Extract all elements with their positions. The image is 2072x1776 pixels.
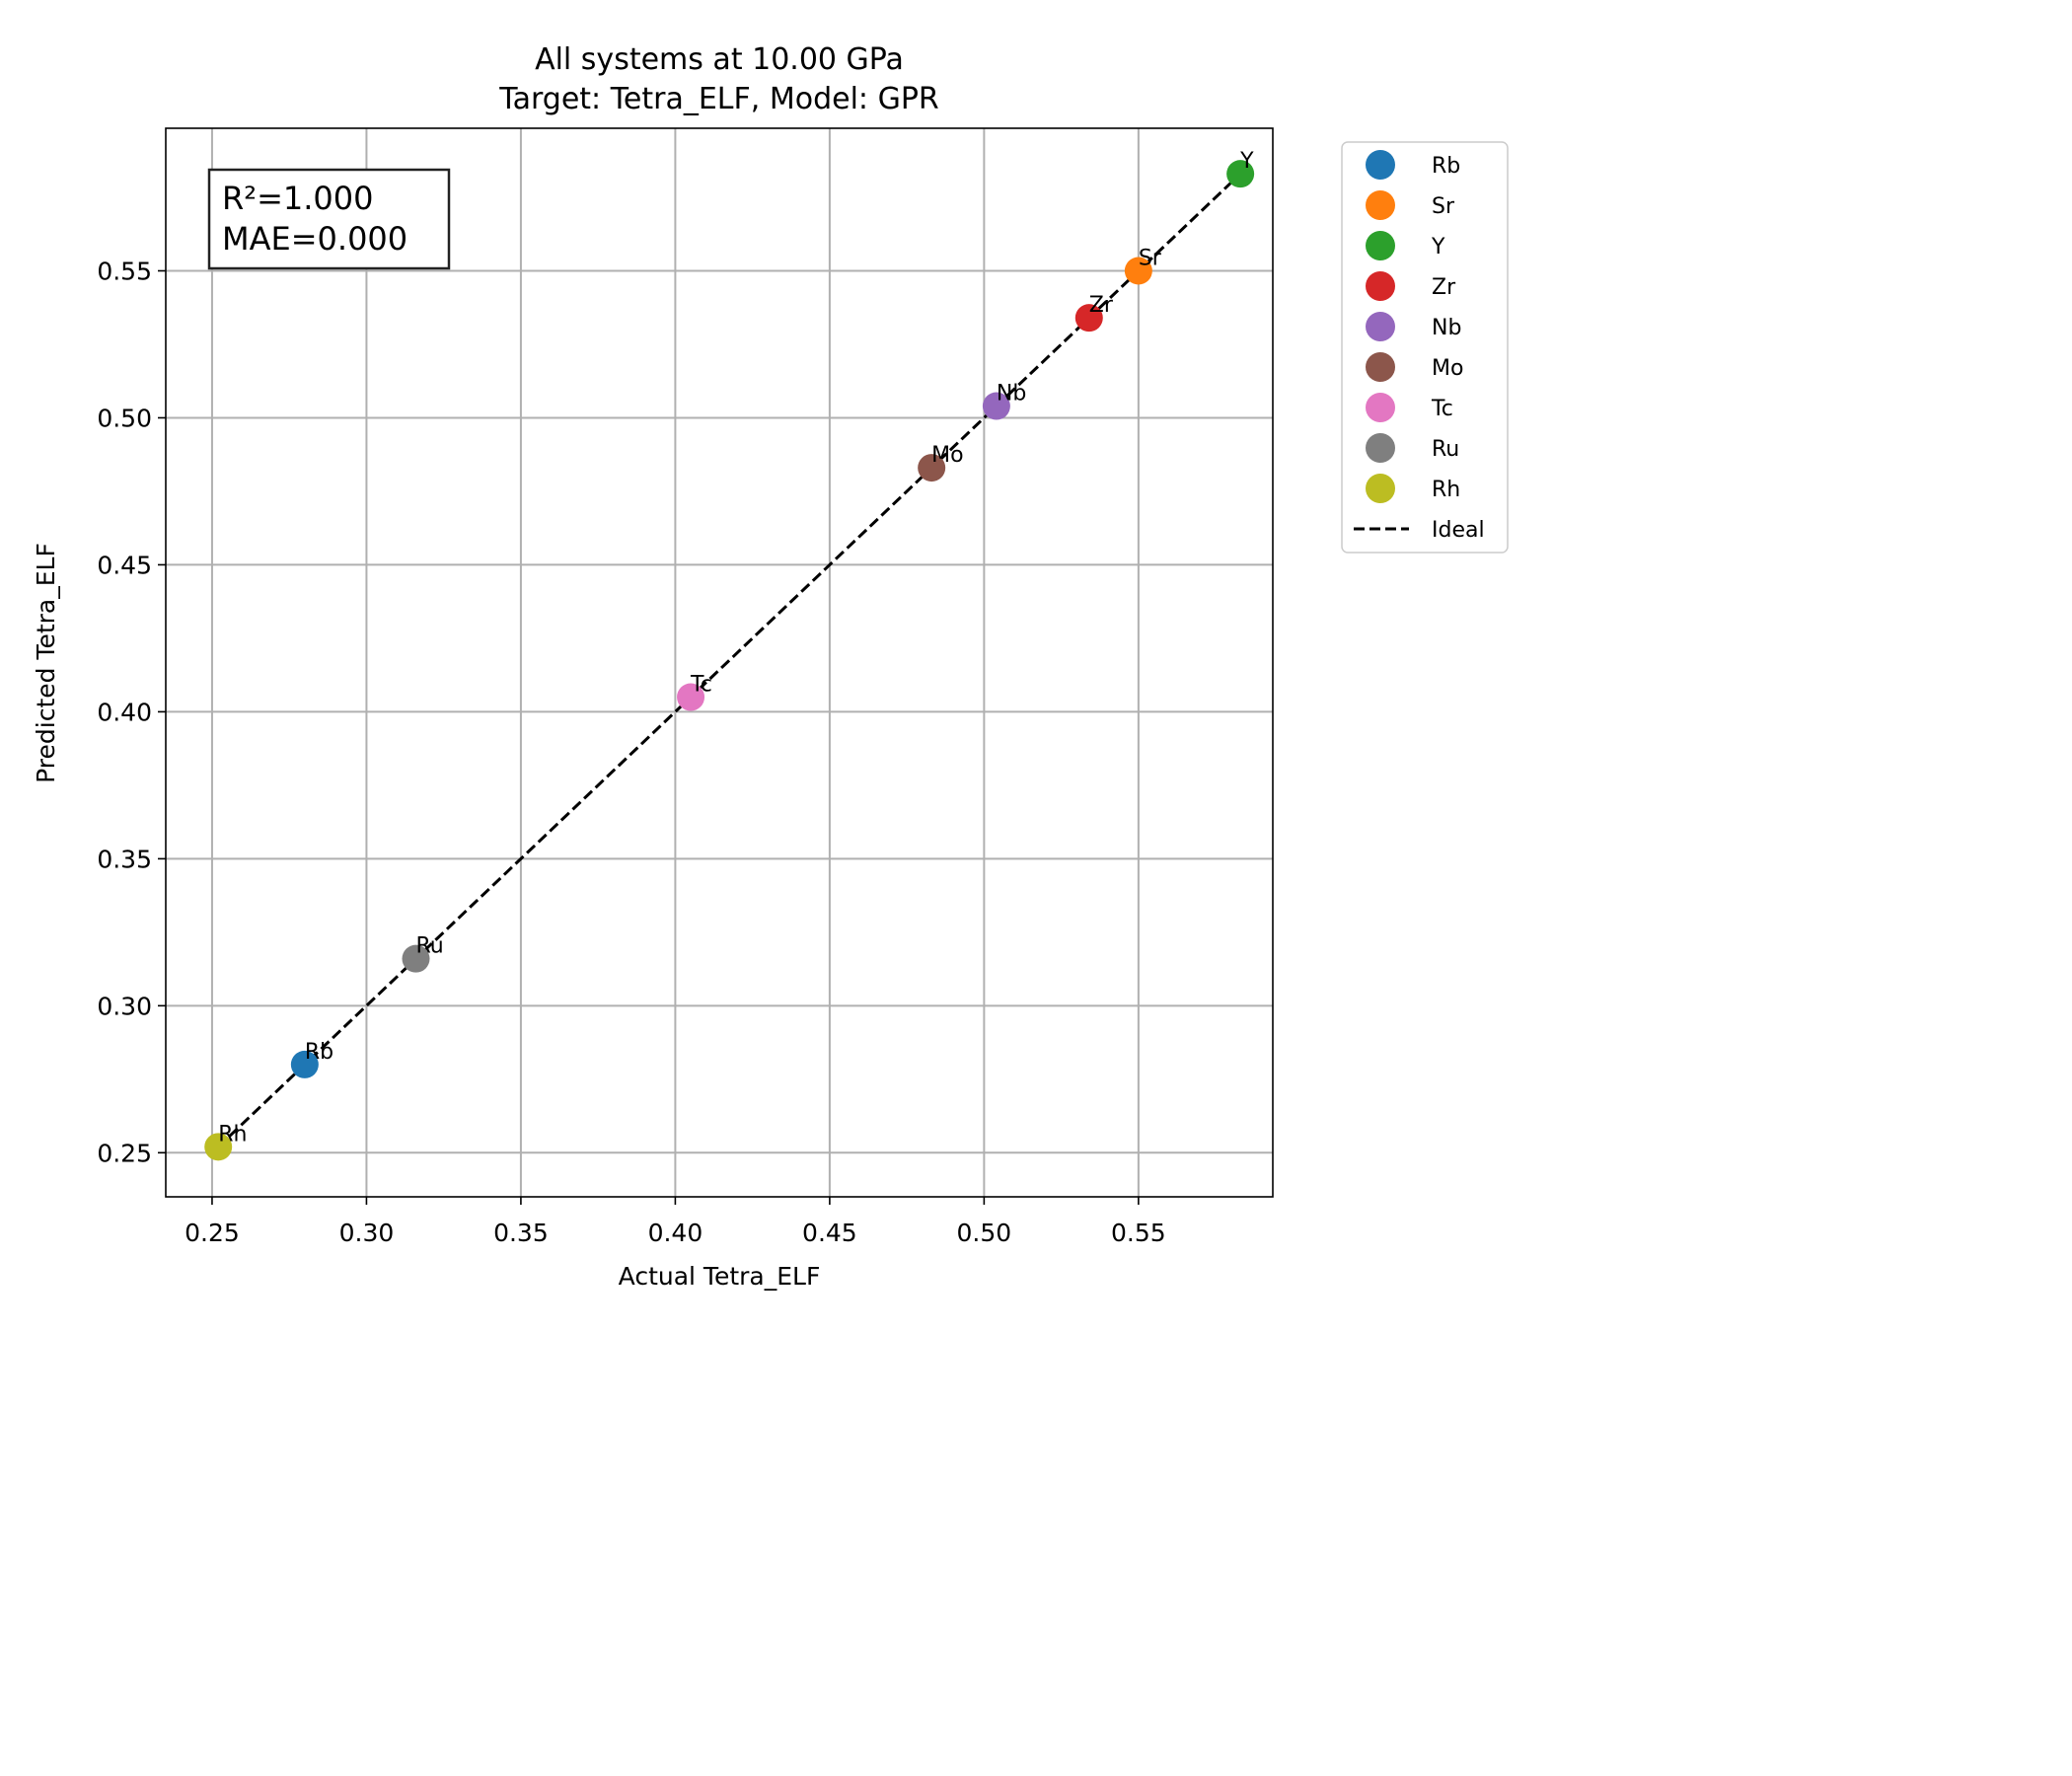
y-tick-label: 0.40 xyxy=(97,698,152,726)
y-tick-label: 0.55 xyxy=(97,257,152,285)
x-tick-label: 0.45 xyxy=(802,1219,857,1247)
x-tick-label: 0.40 xyxy=(648,1219,703,1247)
y-tick-label: 0.50 xyxy=(97,404,152,432)
x-axis-ticks: 0.25 0.30 0.35 0.40 0.45 0.50 0.55 xyxy=(185,1197,1166,1247)
ideal-line xyxy=(217,173,1242,1148)
legend-marker-zr xyxy=(1366,271,1395,301)
data-point-tc xyxy=(677,683,705,711)
point-label-mo: Mo xyxy=(931,443,963,468)
point-label-y: Y xyxy=(1239,149,1254,174)
legend-label-nb: Nb xyxy=(1432,316,1461,340)
x-tick-label: 0.25 xyxy=(185,1219,240,1247)
point-label-sr: Sr xyxy=(1139,246,1162,270)
plot-frame xyxy=(165,127,1274,1198)
x-tick-label: 0.30 xyxy=(339,1219,395,1247)
point-label-tc: Tc xyxy=(690,673,712,698)
y-tick-label: 0.30 xyxy=(97,992,152,1020)
x-tick-label: 0.55 xyxy=(1111,1219,1166,1247)
mae-text: MAE=0.000 xyxy=(222,220,407,258)
data-point-zr xyxy=(1074,304,1103,333)
data-point-y xyxy=(1226,160,1255,188)
legend-label-y: Y xyxy=(1431,235,1445,259)
legend: Rb Sr Y Zr Nb Mo Tc Ru Rh Ideal xyxy=(1341,141,1509,554)
legend-label-sr: Sr xyxy=(1432,194,1455,219)
y-axis-label: Predicted Tetra_ELF xyxy=(32,543,60,783)
chart-title: All systems at 10.00 GPa xyxy=(535,42,904,77)
legend-marker-rb xyxy=(1366,150,1395,180)
point-label-zr: Zr xyxy=(1089,293,1114,318)
point-label-rh: Rh xyxy=(218,1122,247,1147)
stats-box-frame xyxy=(207,168,451,270)
y-tick-label: 0.35 xyxy=(97,845,152,873)
legend-marker-nb xyxy=(1366,312,1395,341)
y-tick-label: 0.25 xyxy=(97,1139,152,1167)
legend-label-ideal: Ideal xyxy=(1432,518,1485,543)
data-point-nb xyxy=(982,392,1010,420)
legend-marker-ru xyxy=(1366,433,1395,463)
grid xyxy=(166,128,1273,1197)
point-label-rb: Rb xyxy=(305,1040,333,1065)
x-tick-label: 0.35 xyxy=(493,1219,549,1247)
legend-marker-sr xyxy=(1366,190,1395,220)
r2-text: R²=1.000 xyxy=(222,180,373,217)
legend-label-rh: Rh xyxy=(1432,478,1460,502)
stats-box: R²=1.000 MAE=0.000 xyxy=(207,168,451,270)
data-point-sr xyxy=(1124,257,1152,285)
legend-marker-mo xyxy=(1366,352,1395,382)
data-point-ru xyxy=(402,944,430,973)
chart: All systems at 10.00 GPa Target: Tetra_E… xyxy=(32,42,1509,1291)
point-label-ru: Ru xyxy=(416,934,444,959)
legend-label-mo: Mo xyxy=(1432,356,1463,381)
legend-label-rb: Rb xyxy=(1432,154,1460,179)
data-point-rh xyxy=(204,1133,233,1161)
legend-marker-tc xyxy=(1366,393,1395,422)
data-point-rb xyxy=(290,1050,319,1078)
legend-marker-rh xyxy=(1366,474,1395,503)
y-axis-ticks: 0.25 0.30 0.35 0.40 0.45 0.50 0.55 xyxy=(97,257,166,1167)
chart-subtitle: Target: Tetra_ELF, Model: GPR xyxy=(498,82,939,116)
legend-label-ru: Ru xyxy=(1432,437,1459,462)
x-tick-label: 0.50 xyxy=(957,1219,1012,1247)
x-axis-label: Actual Tetra_ELF xyxy=(619,1262,821,1291)
y-tick-label: 0.45 xyxy=(97,551,152,579)
data-points xyxy=(204,160,1255,1161)
data-point-mo xyxy=(918,454,946,482)
legend-marker-y xyxy=(1366,231,1395,260)
point-label-nb: Nb xyxy=(997,382,1026,407)
legend-label-tc: Tc xyxy=(1431,397,1453,421)
legend-label-zr: Zr xyxy=(1432,275,1456,300)
point-labels: Rb Sr Y Zr Nb Mo Tc Ru Rh xyxy=(218,149,1254,1147)
